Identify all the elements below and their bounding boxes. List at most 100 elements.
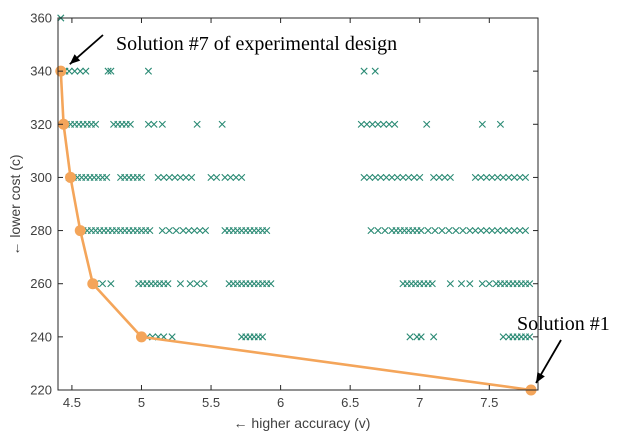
scatter-point <box>196 226 204 235</box>
scatter-point <box>405 173 413 182</box>
y-tick-label: 360 <box>30 11 52 26</box>
tick-labels: 4.5 5 5.5 6 6.5 7 7.5 220 240 260 280 300 320 340 360 <box>30 11 498 411</box>
annotation-solution-1: Solution #1 <box>517 313 610 335</box>
scatter-point <box>176 280 185 288</box>
scatter-point <box>201 226 210 235</box>
scatter-point <box>428 280 436 288</box>
scatter-point <box>410 173 418 182</box>
scatter-point <box>482 226 491 235</box>
scatter-point <box>360 67 368 75</box>
y-tick-label: 240 <box>30 329 52 344</box>
scatter-point <box>494 226 502 235</box>
scatter-point <box>267 280 275 288</box>
pareto-front-point <box>58 118 70 130</box>
annotations: Solution #7 of experimental design Solut… <box>69 33 610 384</box>
scatter-point <box>494 173 502 182</box>
scatter-point <box>496 120 505 128</box>
scatter-point <box>438 226 446 235</box>
scatter-point <box>226 173 235 182</box>
pareto-front-point <box>74 225 86 237</box>
scatter-point <box>82 67 90 75</box>
y-tick-label: 280 <box>30 223 52 238</box>
scatter-point <box>171 173 179 182</box>
scatter-point <box>374 120 382 128</box>
scatter-point <box>466 226 474 235</box>
scatter-point <box>103 173 111 182</box>
scatter-point <box>158 226 166 235</box>
x-tick-label: 5.5 <box>202 395 220 410</box>
pareto-front-point <box>87 278 99 290</box>
scatter-point <box>263 226 271 235</box>
scatter-point <box>176 173 185 182</box>
y-tick-label: 340 <box>30 64 52 79</box>
scatter-point <box>363 120 371 128</box>
annotation-solution-7: Solution #7 of experimental design <box>116 33 397 55</box>
scatter-point <box>377 173 385 182</box>
scatter-point <box>521 226 530 235</box>
scatter-point <box>91 120 100 128</box>
annotation-arrow-solution-7-head <box>69 54 81 65</box>
scatter-point <box>144 120 153 128</box>
scatter-point <box>431 226 439 235</box>
scatter-point <box>416 173 424 182</box>
x-tick-label: 7.5 <box>480 395 498 410</box>
scatter-point <box>430 173 438 182</box>
scatter-point <box>391 120 399 128</box>
scatter-point <box>104 67 112 75</box>
scatter-point <box>221 173 229 182</box>
scatter-point <box>482 173 491 182</box>
y-tick-label: 300 <box>30 170 52 185</box>
scatter-point <box>218 120 226 128</box>
scatter-point <box>107 280 115 288</box>
scatter-point <box>190 226 198 235</box>
scatter-point <box>441 173 449 182</box>
scatter-point <box>65 67 73 75</box>
scatter-point <box>165 226 173 235</box>
scatter-point <box>452 226 460 235</box>
scatter-point <box>510 226 518 235</box>
scatter-point <box>499 226 507 235</box>
scatter-point <box>154 173 162 182</box>
scatter-point <box>126 120 134 128</box>
scatter-point <box>499 333 507 341</box>
scatter-point <box>505 226 513 235</box>
scatter-point <box>488 226 496 235</box>
scatter-point <box>385 120 393 128</box>
scatter-point <box>478 280 486 288</box>
scatter-point <box>516 173 524 182</box>
pareto-front <box>55 65 537 396</box>
y-tick-label: 320 <box>30 117 52 132</box>
scatter-point <box>232 173 240 182</box>
scatter-point <box>406 333 414 341</box>
scatter-point <box>510 173 518 182</box>
plot-frame <box>57 17 539 391</box>
scatter-point <box>445 226 453 235</box>
scatter-point <box>179 226 187 235</box>
scatter-point <box>367 226 375 235</box>
scatter-point <box>446 173 454 182</box>
scatter-point <box>435 173 443 182</box>
scatter-point <box>357 120 365 128</box>
scatter-point <box>71 67 79 75</box>
pareto-front-point <box>135 331 147 343</box>
scatter-point <box>213 173 221 182</box>
scatter-point <box>424 226 432 235</box>
scatter-point <box>379 120 388 128</box>
scatter-point <box>360 173 368 182</box>
scatter-point <box>366 173 374 182</box>
scatter-point <box>164 280 172 288</box>
scatter-point <box>521 173 530 182</box>
scatter-point <box>371 67 379 75</box>
scatter-point <box>238 173 246 182</box>
scatter-point <box>187 173 196 182</box>
scatter-point <box>193 280 201 288</box>
scatter-point <box>477 173 485 182</box>
scatter-point <box>393 173 402 182</box>
scatter-point <box>388 173 396 182</box>
scatter-points <box>57 14 534 341</box>
scatter-point <box>485 280 493 288</box>
scatter-point <box>137 173 146 182</box>
scatter-point <box>185 226 193 235</box>
scatter-point <box>505 173 513 182</box>
scatter-point <box>76 67 84 75</box>
